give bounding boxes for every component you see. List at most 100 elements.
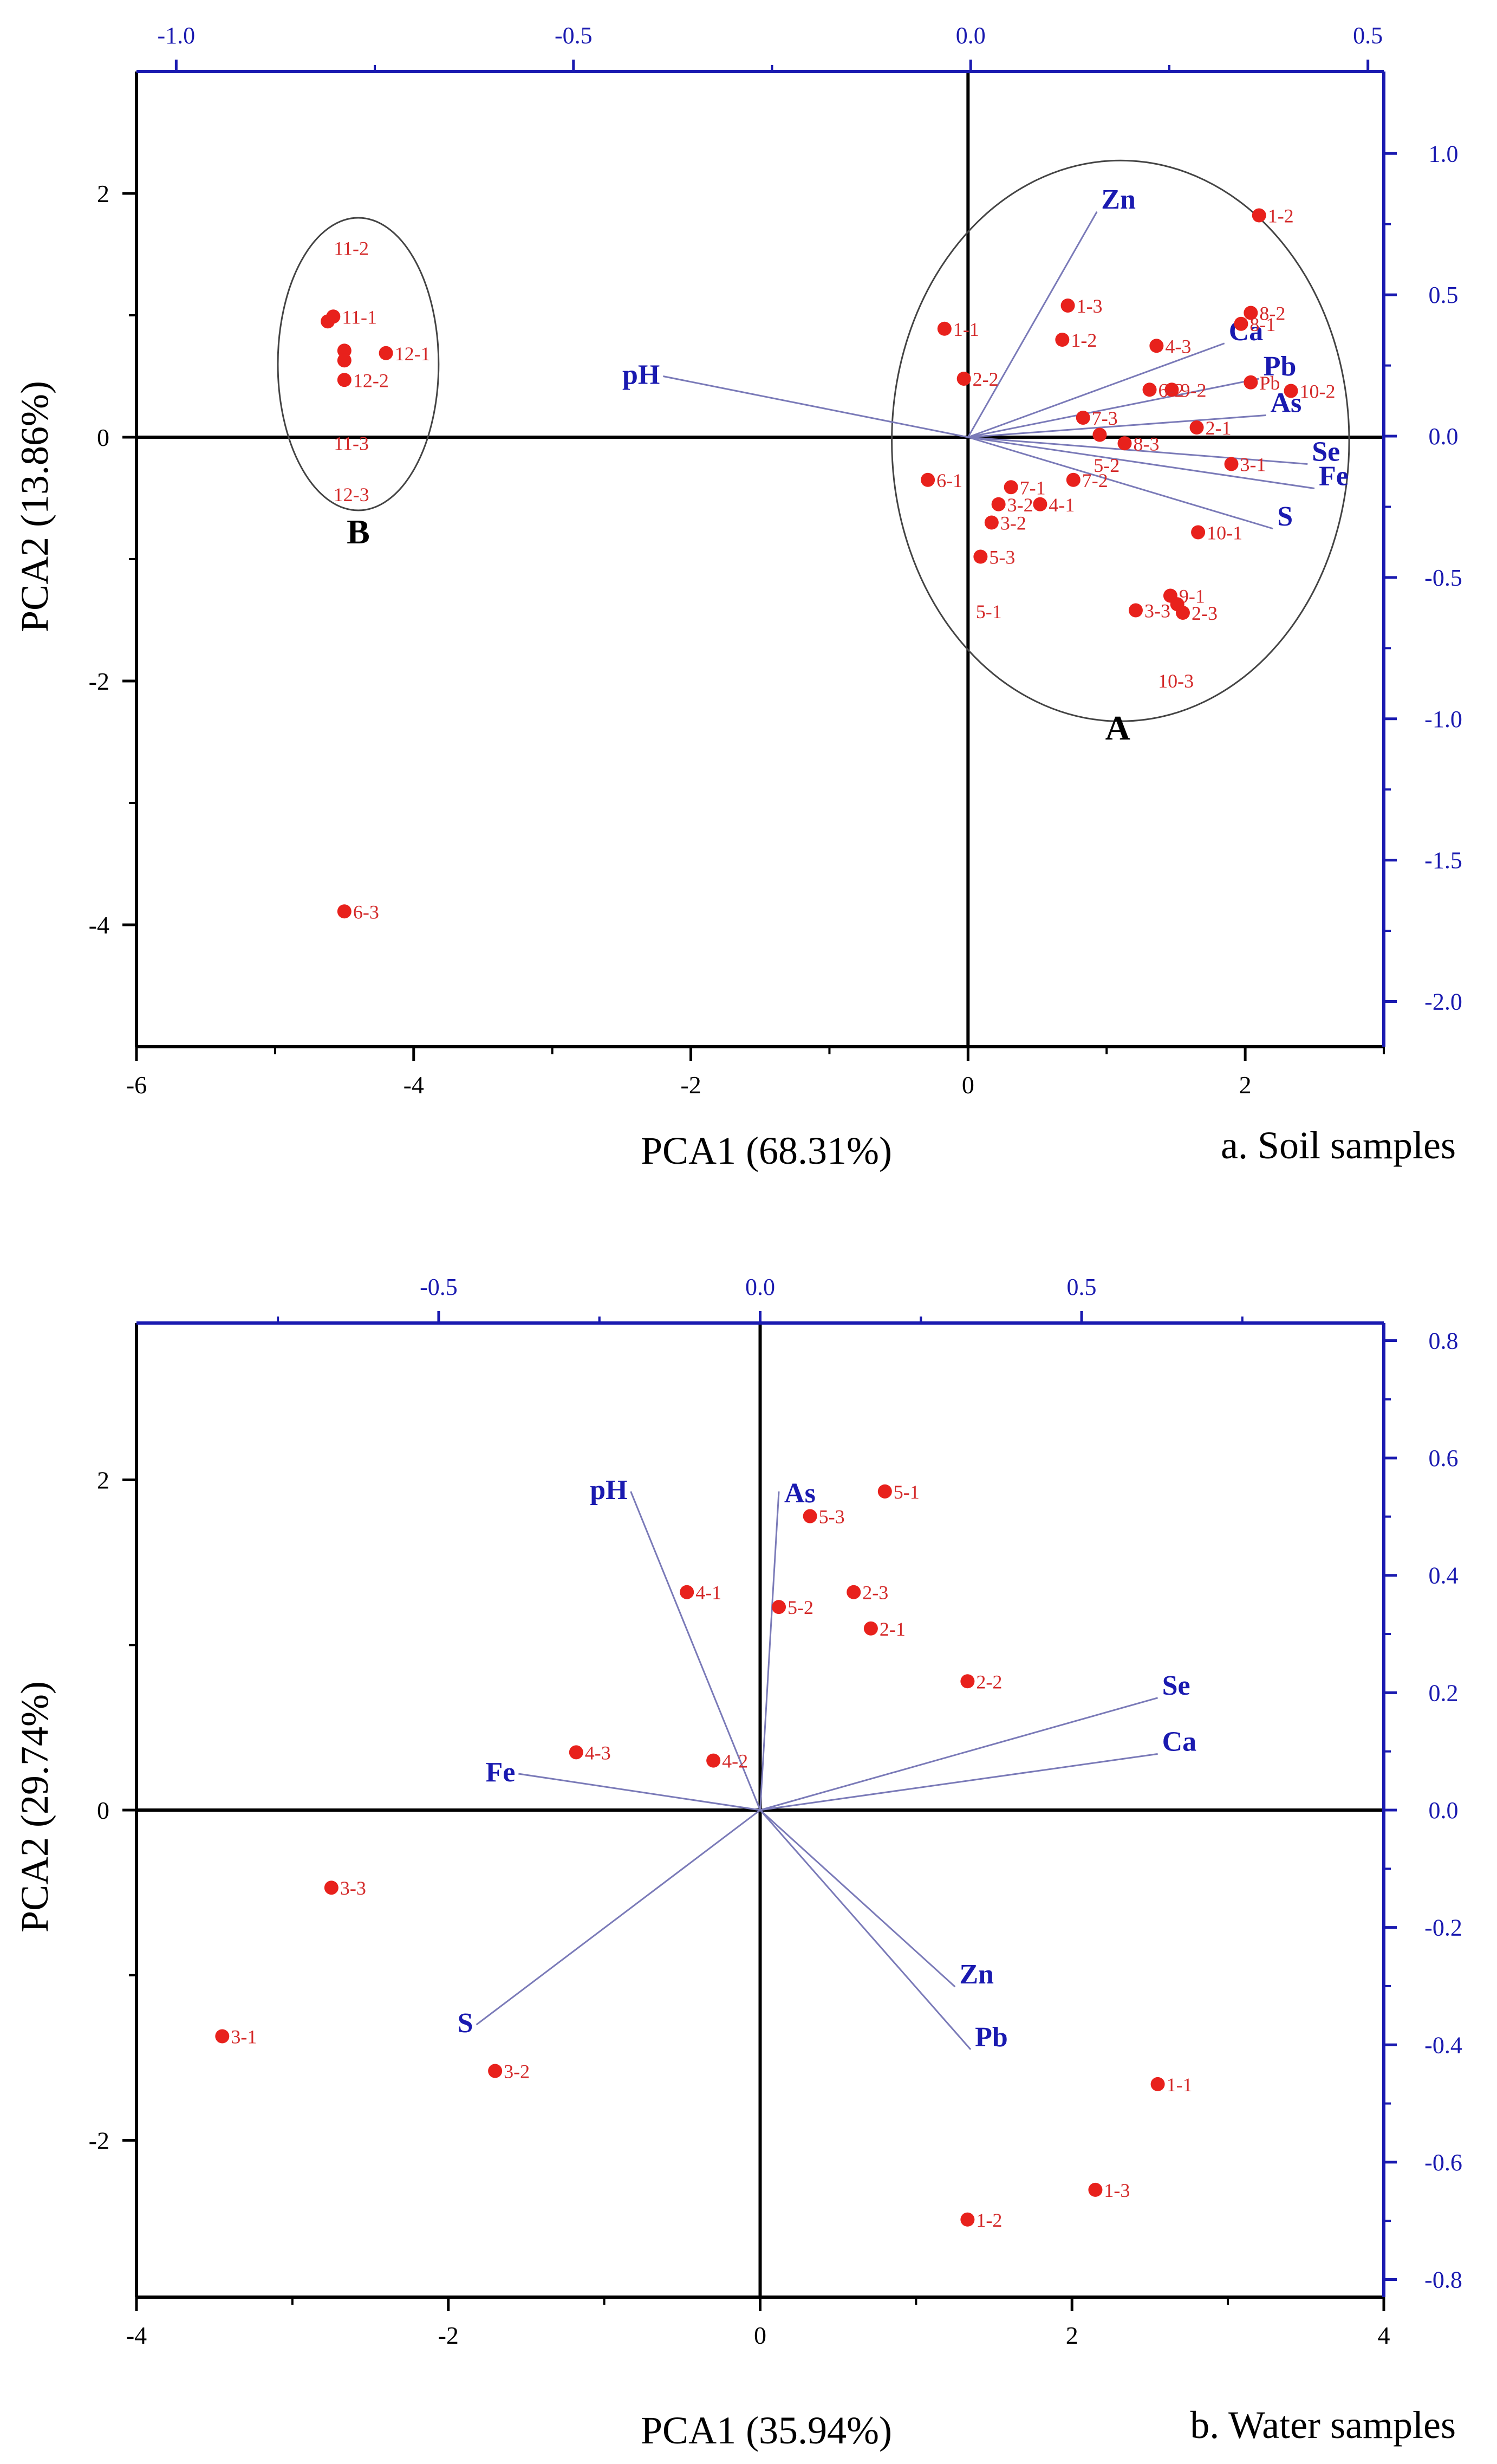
loading-vector	[968, 436, 1315, 489]
sample-point	[337, 343, 352, 358]
loading-vector	[967, 211, 1098, 438]
x-tick-label: 4	[1378, 2322, 1390, 2349]
sample-label: 12-1	[395, 343, 431, 365]
soil-caption: a. Soil samples	[1221, 1124, 1456, 1167]
loading-vector	[476, 1809, 761, 2026]
sample-label: 3-2	[504, 2060, 530, 2082]
y-tick-label: 0	[97, 1797, 109, 1824]
y-tick-label: 2	[97, 180, 109, 208]
sample-label: 8-1	[1249, 314, 1275, 335]
sample-label: 4-1	[695, 1582, 721, 1604]
right-tick-label: 0.4	[1429, 1562, 1459, 1589]
right-tick-label: -0.4	[1424, 2032, 1462, 2058]
right-tick-label: -0.2	[1424, 1915, 1462, 1941]
water-axes: -4 -2 0 2 4-202-0.5 0.0 0.50.80.60.40.20.0-0.2…	[89, 1274, 1462, 2349]
x-tick-label: -2	[680, 1071, 701, 1099]
water-sample-points: 5-1 5-3 4-1 2-3 5-2 2-1 2-2 4-3 4-2 3-3 3-1 3-2 1-1 1…	[215, 1481, 1193, 2231]
sample-label: 3-1	[231, 2026, 257, 2048]
sample-point	[1150, 2077, 1165, 2091]
sample-point	[1092, 427, 1107, 442]
top-tick-label: 0.5	[1067, 1274, 1097, 1300]
soil-y-axis-title: PCA2 (13.86%)	[13, 381, 56, 632]
loading-label: Se	[1162, 1670, 1190, 1701]
right-tick-label: 0.8	[1429, 1327, 1459, 1354]
sample-point	[956, 372, 971, 386]
right-tick-label: -0.5	[1424, 565, 1462, 591]
loading-label: Fe	[1319, 461, 1349, 492]
sample-label: 2-2	[973, 368, 999, 390]
sample-point	[937, 321, 952, 336]
sample-point	[863, 1621, 878, 1636]
sample-label: 5-1	[976, 601, 1002, 623]
x-tick-label: 0	[962, 1071, 974, 1099]
sample-point	[1088, 2182, 1103, 2197]
sample-label: 5-1	[894, 1481, 920, 1503]
sample-label: 7-1	[1020, 477, 1046, 498]
sample-label: 2-2	[976, 1671, 1002, 1693]
right-tick-label: -0.8	[1424, 2267, 1462, 2293]
sample-point	[680, 1585, 694, 1599]
sample-point	[1149, 339, 1164, 353]
loading-vector	[760, 1697, 1158, 1811]
sample-label: 8-3	[1133, 433, 1159, 455]
sample-point	[921, 472, 935, 487]
sample-label: 10-2	[1300, 381, 1336, 403]
loading-label: S	[1277, 501, 1293, 532]
sample-label: 11-3	[334, 432, 369, 454]
water-x-axis-title: PCA1 (35.94%)	[641, 2409, 892, 2452]
sample-label: 3-2	[1007, 494, 1033, 516]
sample-label: 2-1	[1206, 417, 1232, 439]
sample-point	[984, 515, 999, 530]
water-caption: b. Water samples	[1190, 2403, 1456, 2447]
sample-point	[991, 497, 1006, 511]
sample-point	[1244, 306, 1258, 320]
sample-point	[1252, 208, 1266, 223]
sample-label: 5-2	[1094, 455, 1120, 476]
sample-label: 2-1	[880, 1618, 906, 1640]
group-ellipse	[277, 217, 440, 511]
sample-label: 1-3	[1104, 2180, 1130, 2201]
sample-point	[803, 1509, 817, 1523]
right-tick-label: -1.5	[1424, 847, 1462, 874]
loading-vector	[967, 436, 1273, 530]
loading-vector	[760, 1753, 1158, 1811]
soil-axes: -6 -4 -2 0 2 -4 -2 0 2 -1.0 -0.5 0.0 0.5 1.0 0.5 0.0 -0.…	[89, 22, 1462, 1099]
sample-point	[324, 1881, 339, 1895]
loading-vector	[663, 375, 968, 438]
loading-label: pH	[622, 360, 660, 391]
top-tick-label: 0.0	[745, 1274, 775, 1300]
loading-vector	[968, 378, 1259, 438]
soil-sample-points: 1-21-31-11-2 4-38-28-12-29-26-2 Pb 10-27-3 2…	[321, 205, 1336, 923]
sample-point	[337, 904, 352, 919]
x-tick-label: -4	[403, 1071, 424, 1099]
y-tick-label: -4	[89, 911, 109, 939]
sample-label: 5-3	[989, 547, 1015, 568]
sample-point	[1175, 606, 1190, 620]
loading-vector	[967, 342, 1225, 438]
loading-label: pH	[590, 1475, 627, 1506]
loading-label: Pb	[1264, 351, 1297, 382]
sample-label: 5-3	[819, 1506, 845, 1528]
sample-point	[1244, 375, 1258, 390]
loading-vector	[630, 1491, 761, 1811]
sample-point	[1128, 603, 1143, 618]
top-tick-label: -0.5	[555, 22, 593, 49]
sample-label: 7-2	[1082, 470, 1108, 491]
right-tick-label: 0.0	[1429, 1797, 1459, 1824]
sample-label: 2-3	[1192, 602, 1218, 624]
sample-point	[379, 346, 393, 360]
x-tick-label: 0	[754, 2322, 766, 2349]
sample-label: 1-1	[953, 319, 979, 340]
sample-point	[1066, 472, 1081, 487]
top-tick-label: 0.0	[956, 22, 986, 49]
loading-label: Zn	[959, 1959, 994, 1990]
x-tick-label: 2	[1066, 2322, 1078, 2349]
sample-label: 10-3	[1158, 670, 1194, 692]
loading-vector	[759, 1491, 780, 1811]
sample-point	[321, 314, 335, 329]
sample-point	[1224, 457, 1239, 471]
sample-label: 4-3	[585, 1742, 611, 1763]
loading-vector	[759, 1810, 972, 2050]
